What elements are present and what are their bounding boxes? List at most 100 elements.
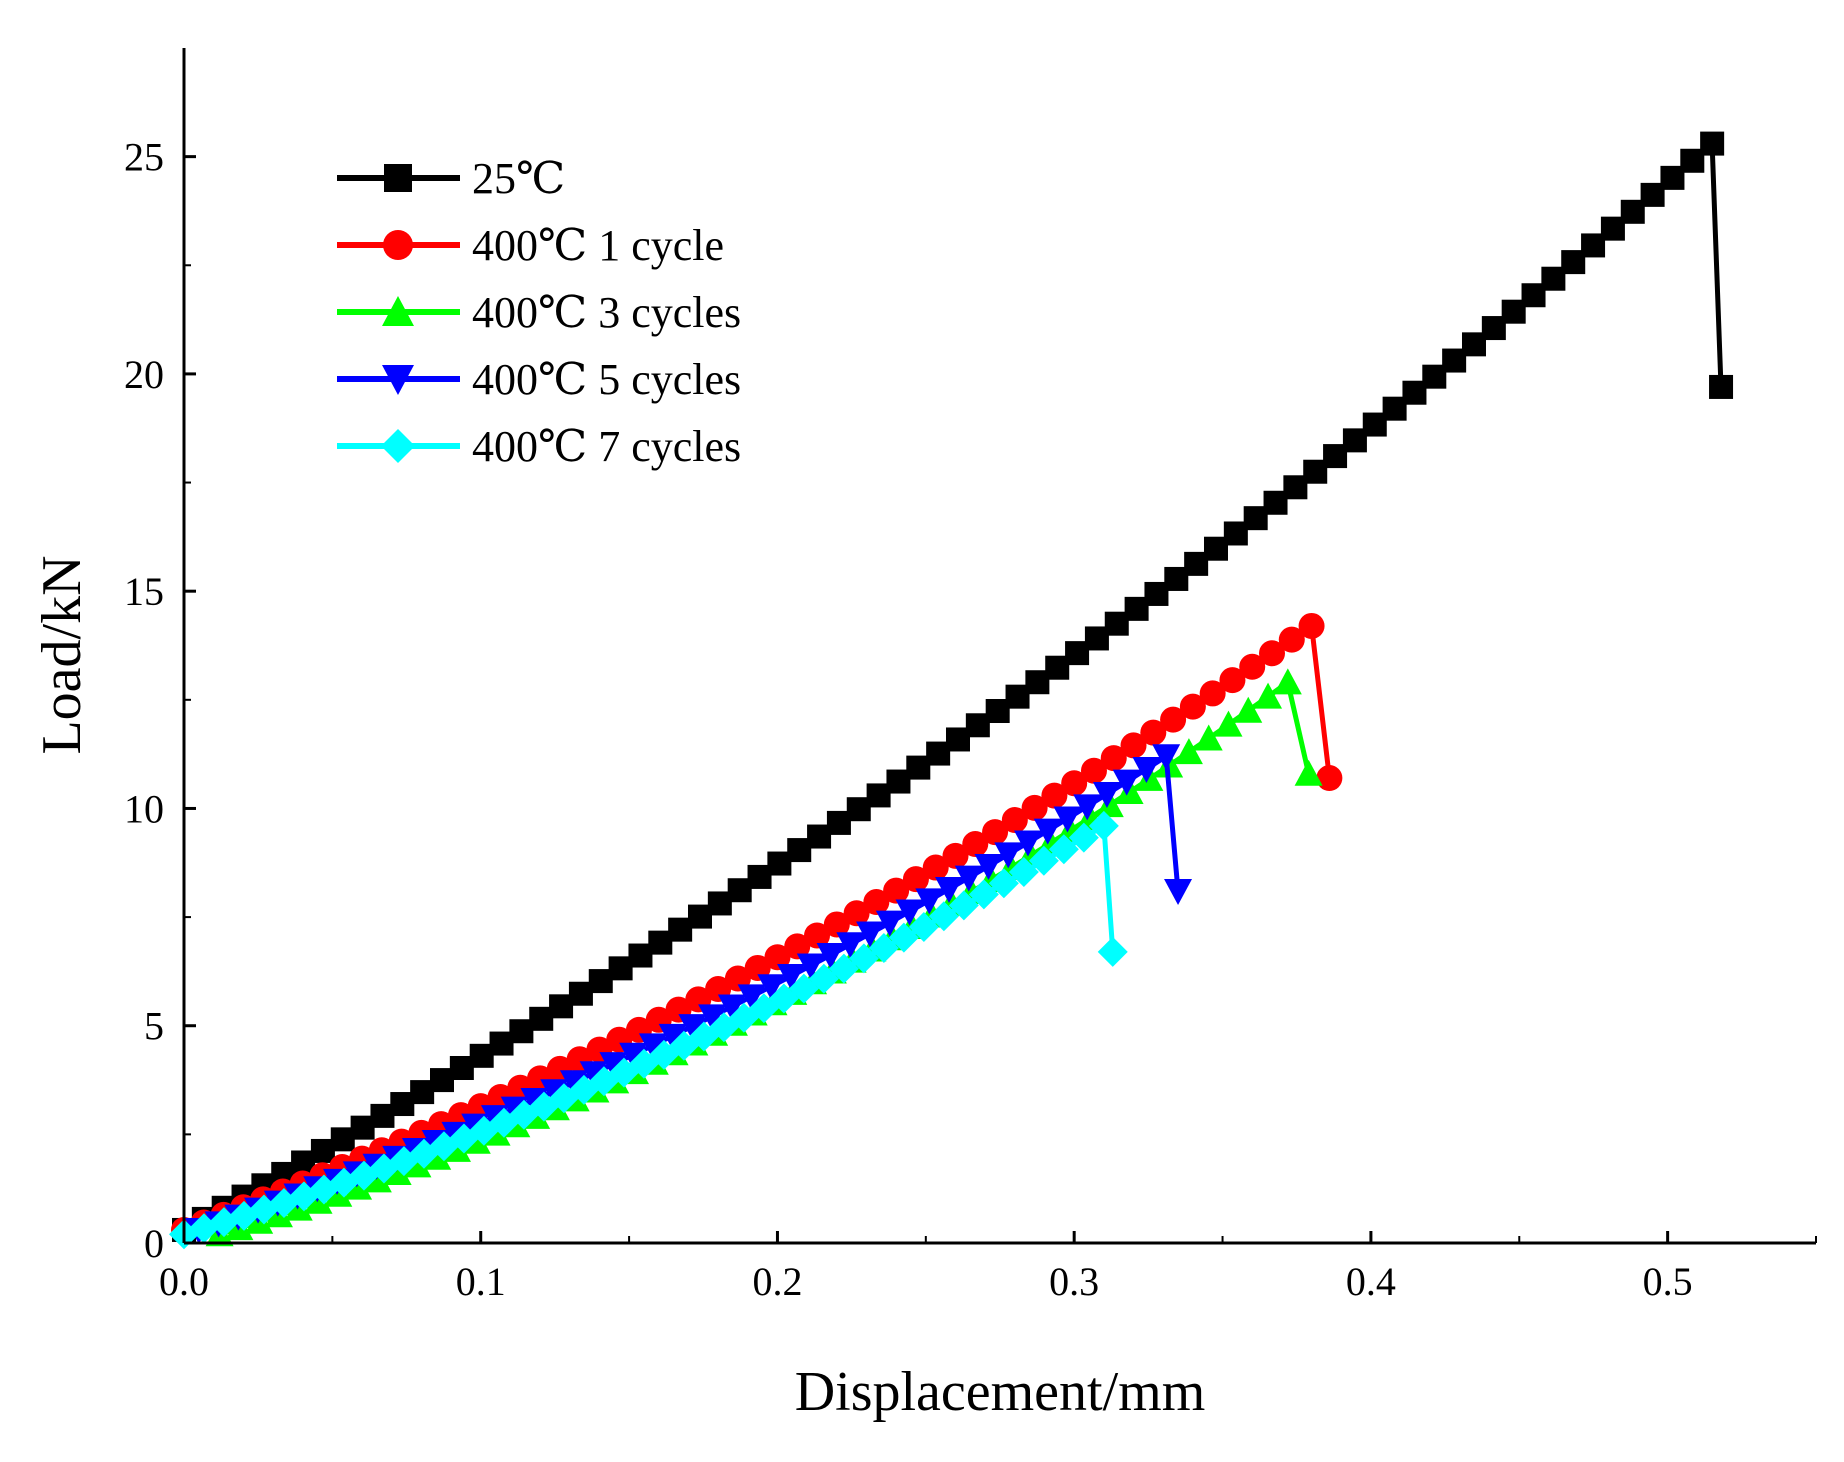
data-point [717, 994, 746, 1021]
series-line [182, 138, 1724, 1233]
data-point [1021, 794, 1048, 821]
data-point [698, 1004, 727, 1031]
y-axis-title: Load/kN [31, 555, 93, 754]
data-point [895, 899, 924, 926]
x-tick-label: 0.2 [752, 1259, 802, 1304]
data-point [383, 1158, 412, 1185]
data-point [1254, 682, 1283, 709]
data-point [1041, 782, 1068, 809]
data-point [1068, 822, 1099, 853]
data-point [1001, 807, 1028, 834]
y-tick-label: 25 [124, 135, 164, 180]
data-point [1115, 778, 1144, 805]
legend-marker [383, 230, 413, 260]
data-point [1219, 667, 1246, 694]
y-tick-label: 20 [124, 352, 164, 397]
data-point [658, 1023, 687, 1050]
legend-item: 400℃ 1 cycle [337, 221, 724, 270]
data-point [1152, 744, 1181, 771]
legend-label: 25℃ [472, 154, 565, 203]
x-tick-label: 0.5 [1643, 1259, 1693, 1304]
data-point [1199, 680, 1226, 707]
data-point [423, 1143, 452, 1170]
data-point [1294, 759, 1323, 786]
data-point [1140, 719, 1167, 746]
data-point [942, 842, 969, 869]
data-point [935, 877, 964, 904]
data-point [1097, 936, 1128, 967]
data-point [796, 953, 825, 980]
data-point [708, 1012, 739, 1043]
data-point [540, 1079, 569, 1106]
data-point [856, 921, 885, 948]
data-point [784, 933, 811, 960]
data-point [1316, 765, 1343, 792]
data-point [1278, 626, 1305, 653]
data-point [883, 877, 910, 904]
data-point [863, 889, 890, 916]
data-point [1298, 612, 1325, 639]
data-point [968, 879, 999, 910]
data-point [868, 933, 899, 964]
data-point [954, 865, 983, 892]
axes [182, 48, 1816, 1245]
x-tick-label: 0.1 [456, 1259, 506, 1304]
data-point [994, 842, 1023, 869]
data-point [678, 1014, 707, 1041]
data-point [442, 1135, 471, 1162]
data-point [304, 1187, 333, 1214]
legend-item: 400℃ 3 cycles [337, 288, 741, 337]
x-tick-label: 0.3 [1049, 1259, 1099, 1304]
data-point [1080, 757, 1107, 784]
data-point [1008, 857, 1039, 888]
data-point [1053, 806, 1082, 833]
data-point [344, 1173, 373, 1200]
data-point [928, 901, 959, 932]
data-point [962, 831, 989, 858]
data-point [1164, 879, 1193, 906]
data-point [875, 910, 904, 937]
data-point [1048, 834, 1079, 865]
x-tick-label: 0.4 [1346, 1259, 1396, 1304]
data-point [908, 911, 939, 942]
data-point [403, 1151, 432, 1178]
data-point [599, 1052, 628, 1079]
legend-marker [382, 365, 414, 395]
data-point [1174, 738, 1203, 765]
data-point [848, 943, 879, 974]
data-point [843, 900, 870, 927]
data-point [922, 854, 949, 881]
data-point [1095, 791, 1124, 818]
data-point [688, 1021, 719, 1052]
data-point [559, 1070, 588, 1097]
data-point [737, 984, 766, 1011]
data-point [1194, 724, 1223, 751]
series-5 [169, 810, 1128, 1250]
data-point [1100, 745, 1127, 772]
data-point [1120, 732, 1147, 759]
data-point [1073, 794, 1102, 821]
data-point [1088, 810, 1119, 841]
data-point [1135, 764, 1164, 791]
data-point [1160, 706, 1187, 733]
data-point [823, 911, 850, 938]
x-tick-label: 0.0 [159, 1259, 209, 1304]
data-point [948, 890, 979, 921]
y-tick-label: 5 [144, 1004, 164, 1049]
data-point [1214, 710, 1243, 737]
series-layer [169, 131, 1734, 1250]
legend-label: 400℃ 7 cycles [472, 422, 741, 471]
legend-item: 25℃ [337, 154, 565, 203]
data-point [1013, 830, 1042, 857]
legend-label: 400℃ 5 cycles [472, 355, 741, 404]
data-point [1028, 845, 1059, 876]
data-point [804, 922, 831, 949]
data-point [1273, 668, 1302, 695]
data-point [1239, 653, 1266, 680]
data-point [1061, 770, 1088, 797]
data-point [1700, 131, 1725, 156]
data-point [764, 944, 791, 971]
data-point [816, 942, 845, 969]
legend-marker [381, 429, 415, 463]
